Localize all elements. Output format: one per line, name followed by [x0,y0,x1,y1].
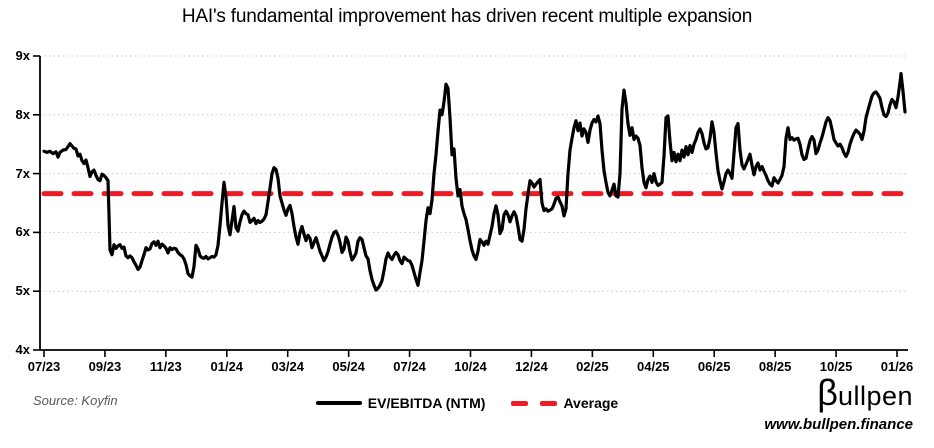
beta-glyph: β [817,372,838,413]
evebitda-line-chart [33,55,908,357]
x-tick-label: 03/24 [271,359,304,374]
x-tick-label: 01/26 [880,359,914,374]
dashed-line-swatch-icon [511,400,558,406]
x-tick-label: 01/24 [210,359,244,374]
y-tick-label: 7x [15,165,30,181]
legend-item-ev-ebitda: EV/EBITDA (NTM) [315,395,486,411]
x-tick-label: 10/24 [454,359,487,374]
y-tick-label: 4x [15,342,30,357]
y-tick-label: 5x [15,283,30,299]
x-tick-label: 08/25 [758,359,792,374]
x-tick-label: 11/23 [149,359,182,374]
bullpen-logo: βullpen [817,375,913,418]
legend-item-average: Average [511,395,618,411]
solid-line-swatch-icon [315,401,362,405]
logo-text: ullpen [837,381,913,411]
x-tick-label: 02/25 [576,359,609,374]
x-tick-label: 10/25 [819,359,853,374]
source-note: Source: Koyfin [33,393,118,408]
y-tick-label: 6x [15,224,30,240]
legend-label-average: Average [563,395,619,411]
x-tick-label: 07/24 [393,359,426,374]
x-tick-label: 09/23 [88,359,122,374]
chart-title: HAI's fundamental improvement has driven… [181,6,753,27]
chart-legend: EV/EBITDA (NTM) Average [0,395,934,411]
x-tick-label: 06/25 [697,359,731,374]
x-tick-label: 04/25 [637,359,670,374]
x-tick-label: 12/24 [515,359,548,374]
y-tick-label: 8x [15,106,30,122]
ev-ebitda-series-line [42,71,907,292]
website-url: www.bullpen.finance [764,416,913,433]
legend-label-ev-ebitda: EV/EBITDA (NTM) [367,395,486,411]
x-tick-label: 07/23 [27,359,61,374]
x-tick-label: 05/24 [332,359,365,374]
y-tick-label: 9x [15,48,30,63]
